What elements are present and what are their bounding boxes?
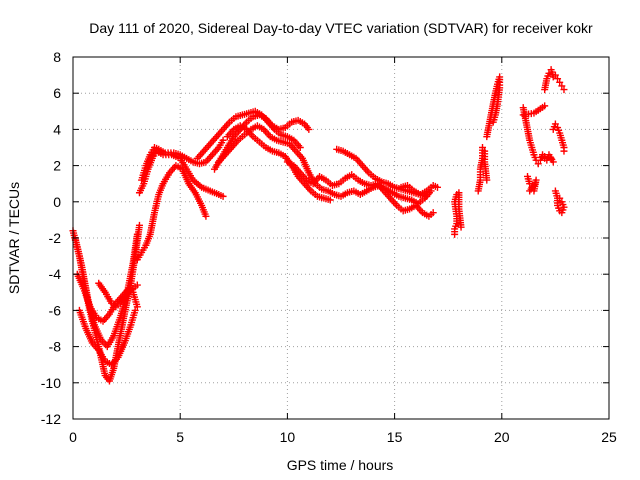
x-tick-label: 5 [176, 429, 184, 445]
chart-title: Day 111 of 2020, Sidereal Day-to-day VTE… [89, 20, 593, 36]
y-tick-label: -4 [49, 266, 62, 282]
data-point-marker [526, 180, 534, 188]
data-point-marker [433, 183, 441, 191]
series-pass-1 [69, 221, 143, 385]
data-point-marker [296, 144, 304, 151]
data-point-marker [541, 102, 549, 110]
series-pass-25 [519, 102, 549, 119]
series-pass-20 [524, 172, 540, 195]
x-tick-label: 25 [601, 429, 617, 445]
data-point-marker [219, 136, 227, 144]
data-point-marker [560, 147, 568, 155]
y-tick-label: 0 [53, 194, 61, 210]
data-points [69, 66, 568, 385]
data-point-marker [219, 192, 227, 200]
y-tick-label: -6 [49, 302, 62, 318]
data-point-marker [547, 154, 555, 162]
series-pass-8 [138, 136, 227, 184]
x-axis-label: GPS time / hours [287, 457, 394, 473]
data-point-marker [489, 118, 497, 126]
data-point-marker [556, 78, 564, 86]
series-pass-4 [75, 306, 139, 369]
data-point-marker [202, 212, 210, 220]
series-pass-18 [483, 73, 504, 141]
series-pass-15 [397, 182, 441, 199]
y-tick-label: -12 [41, 411, 61, 427]
data-point-marker [560, 86, 568, 94]
data-point-marker [429, 209, 437, 217]
x-tick-label: 10 [280, 429, 296, 445]
x-tick-label: 0 [69, 429, 77, 445]
data-point-marker [526, 187, 534, 195]
data-point-marker [534, 160, 542, 168]
data-point-marker [135, 221, 143, 229]
data-point-marker [133, 303, 141, 311]
x-tick-label: 15 [387, 429, 403, 445]
y-tick-label: 8 [53, 49, 61, 65]
data-point-marker [539, 153, 547, 161]
data-point-marker [457, 223, 465, 231]
data-point-marker [558, 198, 566, 206]
series-pass-17 [474, 144, 491, 195]
series-pass-23 [539, 151, 557, 166]
data-point-marker [551, 120, 559, 128]
series-pass-5 [95, 279, 141, 311]
data-point-marker [551, 71, 559, 79]
series-pass-13 [283, 158, 437, 220]
y-tick-label: -8 [49, 339, 62, 355]
grid [73, 57, 609, 419]
y-tick-label: 6 [53, 85, 61, 101]
data-point-marker [133, 230, 141, 238]
data-point-marker [305, 125, 313, 133]
data-point-marker [326, 196, 334, 204]
series-pass-6 [133, 162, 210, 264]
series-pass-24 [551, 187, 568, 217]
data-point-marker [131, 306, 139, 314]
series-pass-14 [333, 145, 431, 200]
data-point-marker [133, 281, 141, 289]
y-axis-label: SDTVAR / TECUs [6, 182, 22, 294]
y-tick-label: -2 [49, 230, 62, 246]
data-point-marker [483, 176, 491, 184]
y-tick-label: 4 [53, 121, 61, 137]
data-point-marker [554, 75, 562, 83]
axis-ticks: 0 5 10 15 20 25 -12 -10 -8 -6 -4 -2 0 2 4 6 8 [41, 49, 617, 445]
data-point-marker [558, 82, 566, 90]
data-point-marker [556, 194, 564, 202]
series-pass-11 [215, 122, 435, 208]
series-pass-22 [549, 120, 568, 155]
y-tick-label: 2 [53, 158, 61, 174]
data-point-marker [479, 144, 487, 151]
series-pass-21 [541, 66, 568, 94]
series-pass-16 [451, 189, 465, 238]
y-tick-label: -10 [41, 375, 61, 391]
x-tick-label: 20 [494, 429, 510, 445]
